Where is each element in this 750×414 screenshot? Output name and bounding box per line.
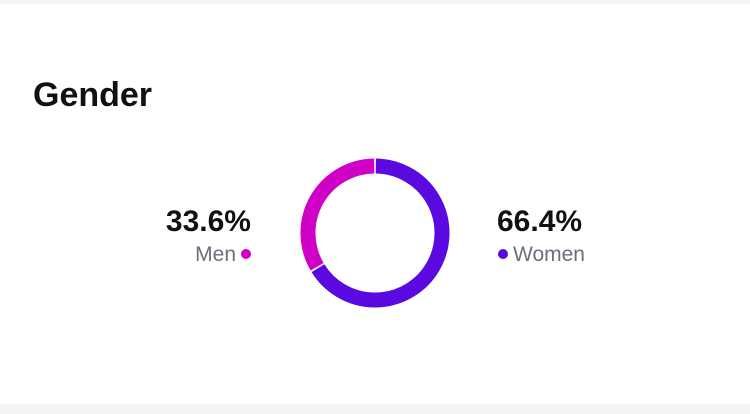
value-label: 33.6%: [166, 205, 251, 238]
legend-dot: [498, 249, 508, 259]
chart-title: Gender: [33, 76, 152, 114]
category-label: Men: [195, 243, 236, 266]
legend-dot: [241, 249, 251, 259]
donut-segment: [300, 158, 375, 271]
category-label: Women: [513, 243, 585, 266]
donut-segment: [311, 158, 450, 308]
value-label: 66.4%: [497, 205, 582, 238]
card-background: [0, 4, 750, 404]
